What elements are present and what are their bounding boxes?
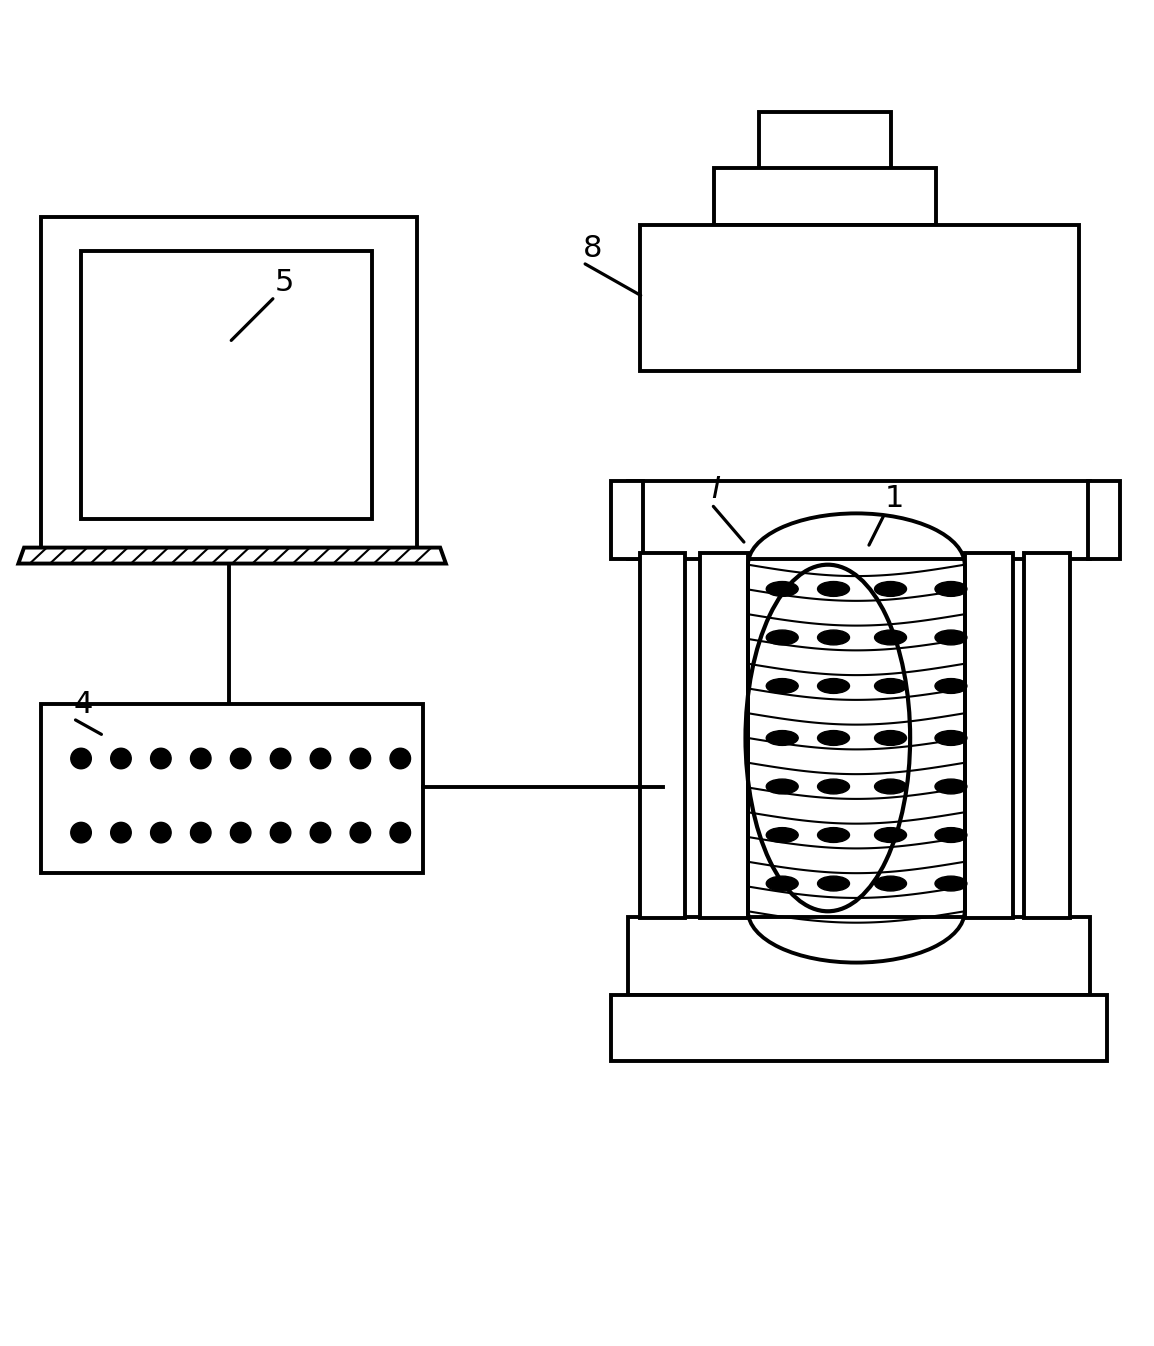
Bar xyxy=(612,995,1107,1061)
Ellipse shape xyxy=(766,731,799,746)
Circle shape xyxy=(310,748,331,769)
Ellipse shape xyxy=(935,581,967,596)
Circle shape xyxy=(350,822,370,843)
Circle shape xyxy=(270,822,291,843)
Ellipse shape xyxy=(817,630,849,645)
Bar xyxy=(612,482,643,559)
Circle shape xyxy=(270,748,291,769)
Ellipse shape xyxy=(817,678,849,693)
Text: 8: 8 xyxy=(583,234,602,262)
Ellipse shape xyxy=(875,630,907,645)
Text: 5: 5 xyxy=(275,268,294,296)
Ellipse shape xyxy=(817,731,849,746)
Ellipse shape xyxy=(817,779,849,794)
Bar xyxy=(639,553,685,918)
Bar xyxy=(700,553,748,918)
Ellipse shape xyxy=(817,876,849,891)
Ellipse shape xyxy=(875,581,907,596)
Ellipse shape xyxy=(875,779,907,794)
Ellipse shape xyxy=(875,731,907,746)
Ellipse shape xyxy=(766,630,799,645)
Circle shape xyxy=(390,748,411,769)
Bar xyxy=(42,704,424,872)
Ellipse shape xyxy=(875,876,907,891)
Circle shape xyxy=(390,822,411,843)
Ellipse shape xyxy=(817,828,849,843)
Ellipse shape xyxy=(766,678,799,693)
Ellipse shape xyxy=(935,731,967,746)
Ellipse shape xyxy=(766,581,799,596)
Circle shape xyxy=(231,822,250,843)
Text: 4: 4 xyxy=(73,689,92,719)
Ellipse shape xyxy=(766,876,799,891)
Ellipse shape xyxy=(935,828,967,843)
Ellipse shape xyxy=(766,779,799,794)
Circle shape xyxy=(231,748,250,769)
Bar xyxy=(1088,482,1119,559)
Text: 1: 1 xyxy=(885,485,905,513)
Bar xyxy=(1024,553,1070,918)
Ellipse shape xyxy=(935,779,967,794)
Bar xyxy=(759,112,891,171)
Ellipse shape xyxy=(875,828,907,843)
Circle shape xyxy=(310,822,331,843)
Ellipse shape xyxy=(935,678,967,693)
Ellipse shape xyxy=(875,678,907,693)
Circle shape xyxy=(70,822,91,843)
Circle shape xyxy=(70,748,91,769)
Text: I: I xyxy=(712,475,720,505)
Bar xyxy=(965,553,1012,918)
Circle shape xyxy=(151,748,171,769)
Circle shape xyxy=(111,748,132,769)
Ellipse shape xyxy=(935,876,967,891)
Bar xyxy=(628,482,1091,559)
Bar xyxy=(714,168,936,225)
Circle shape xyxy=(190,748,211,769)
Ellipse shape xyxy=(817,581,849,596)
Ellipse shape xyxy=(935,630,967,645)
Bar xyxy=(639,225,1079,371)
Circle shape xyxy=(350,748,370,769)
Circle shape xyxy=(190,822,211,843)
Bar xyxy=(42,217,418,559)
Bar xyxy=(81,252,372,520)
Circle shape xyxy=(151,822,171,843)
Bar xyxy=(628,917,1091,995)
Polygon shape xyxy=(18,548,445,564)
Circle shape xyxy=(111,822,132,843)
Ellipse shape xyxy=(766,828,799,843)
